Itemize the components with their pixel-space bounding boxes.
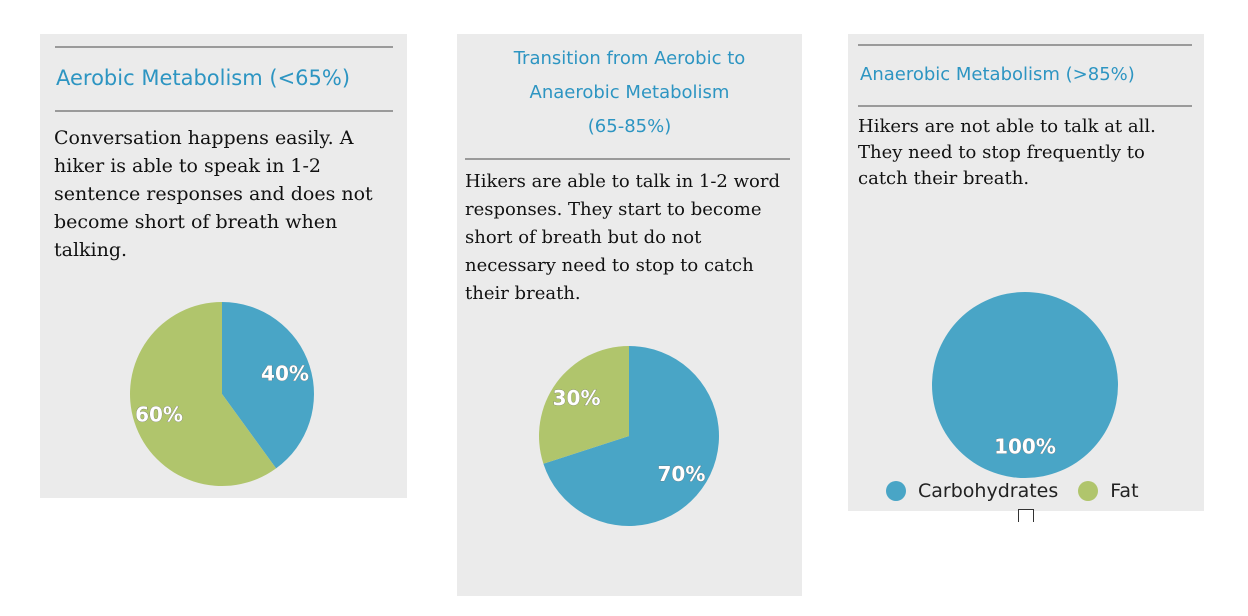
pie-slice-fat bbox=[130, 302, 277, 486]
title-divider bbox=[55, 110, 393, 112]
pie-label-carbohydrates: 40% bbox=[261, 362, 309, 386]
pie-slice-carbohydrates bbox=[222, 302, 315, 469]
legend-item-carbohydrates: Carbohydrates bbox=[886, 480, 1058, 502]
chart-legend: Carbohydrates Fat bbox=[886, 480, 1159, 502]
transition-pie-chart: 70% 30% bbox=[539, 346, 719, 526]
pie-label-fat: 30% bbox=[553, 386, 601, 410]
anaerobic-pie-chart: 100% bbox=[932, 292, 1118, 478]
panel-description: Conversation happens easily. A hiker is … bbox=[54, 127, 373, 261]
panel-description: Hikers are able to talk in 1-2 word resp… bbox=[465, 171, 780, 304]
panel-title: Aerobic Metabolism (<65%) bbox=[56, 66, 351, 90]
pie-label-carbohydrates: 100% bbox=[994, 434, 1056, 458]
panel-title: Transition from Aerobic to Anaerobic Met… bbox=[513, 48, 746, 137]
title-divider bbox=[858, 105, 1192, 107]
pie-label-fat: 60% bbox=[135, 402, 183, 426]
anaerobic-panel: Anaerobic Metabolism (>85%) Hikers are n… bbox=[848, 34, 1204, 511]
legend-label: Carbohydrates bbox=[918, 480, 1059, 502]
transition-panel: Transition from Aerobic to Anaerobic Met… bbox=[457, 34, 802, 596]
pie-slice-carbohydrates bbox=[543, 346, 719, 526]
top-divider bbox=[55, 46, 393, 48]
legend-marker-box bbox=[1018, 509, 1034, 522]
panel-title: Anaerobic Metabolism (>85%) bbox=[860, 64, 1135, 85]
legend-item-fat: Fat bbox=[1078, 480, 1139, 502]
legend-swatch-carbohydrates bbox=[886, 481, 906, 501]
panel-description: Hikers are not able to talk at all. They… bbox=[858, 116, 1156, 189]
pie-slice-fat bbox=[539, 346, 629, 464]
top-divider bbox=[858, 44, 1192, 46]
title-divider bbox=[465, 158, 790, 160]
pie-label-carbohydrates: 70% bbox=[657, 462, 705, 486]
aerobic-panel: Aerobic Metabolism (<65%) Conversation h… bbox=[40, 34, 407, 498]
legend-swatch-fat bbox=[1078, 481, 1099, 501]
aerobic-pie-chart: 40% 60% bbox=[130, 302, 315, 486]
pie-slice-carbohydrates bbox=[932, 292, 1118, 478]
legend-label: Fat bbox=[1110, 480, 1139, 502]
